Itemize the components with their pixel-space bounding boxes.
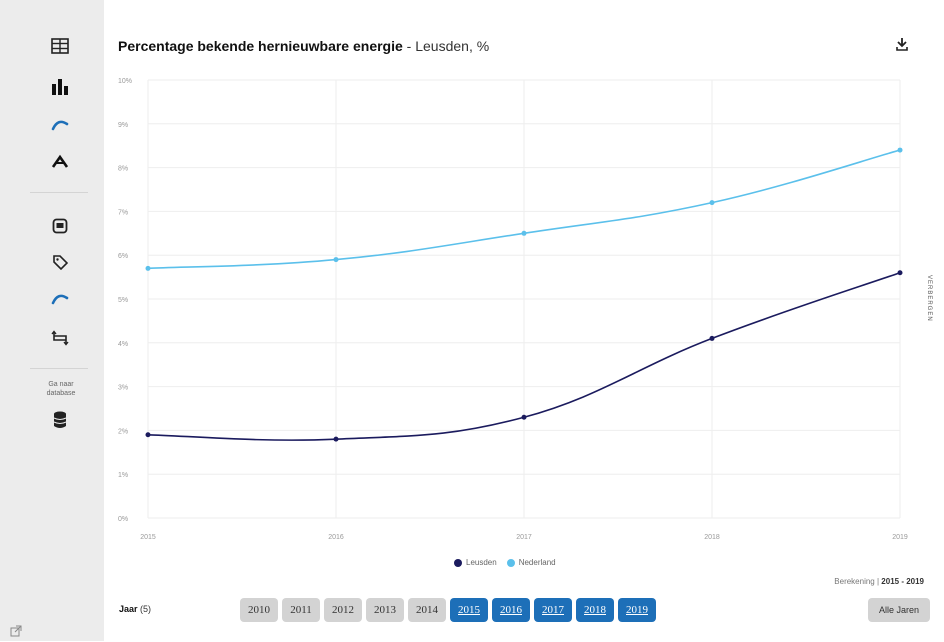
year-filter-label: Jaar (5) [119,604,151,614]
legend-label-nederland: Nederland [518,558,556,567]
y-tick-label: 1% [118,472,128,479]
y-tick-label: 7% [118,209,128,216]
curve-icon[interactable] [44,284,76,312]
y-tick-label: 0% [118,516,128,523]
range-value: 2015 - 2019 [881,577,924,586]
chart-panel: Percentage bekende hernieuwbare energie … [104,0,944,641]
embed-icon[interactable] [44,212,76,240]
year-button-2012[interactable]: 2012 [324,598,362,622]
data-point-leusden [145,432,151,438]
legend-item-nederland[interactable]: Nederland [506,558,556,567]
chart-subtitle: - Leusden, % [402,38,490,54]
bar-chart-icon[interactable] [44,72,76,100]
calculation-range: Berekening | 2015 - 2019 [834,577,924,586]
data-point-nederland [897,147,903,153]
x-tick-label: 2019 [892,534,908,541]
y-tick-label: 6% [118,253,128,260]
y-tick-label: 9% [118,122,128,129]
sidebar-divider [30,192,88,193]
y-tick-label: 5% [118,297,128,304]
data-point-nederland [521,230,527,236]
y-tick-label: 4% [118,341,128,348]
year-button-2019[interactable]: 2019 [618,598,656,622]
all-years-button[interactable]: Alle Jaren [868,598,930,622]
sidebar-divider [30,368,88,369]
legend-label-leusden: Leusden [466,558,497,567]
year-button-2015[interactable]: 2015 [450,598,488,622]
sidebar: Ga naar database [0,0,104,641]
year-label-text: Jaar [119,604,138,614]
range-label: Berekening [834,577,875,586]
database-icon[interactable] [44,406,76,434]
external-link-icon[interactable] [10,624,22,642]
line-chart-icon[interactable] [44,110,76,138]
legend-marker-nederland [506,558,515,567]
x-tick-label: 2016 [328,534,344,541]
chart-legend: Leusden Nederland [454,558,556,567]
data-point-leusden [897,270,903,276]
year-button-2018[interactable]: 2018 [576,598,614,622]
chart-title-row: Percentage bekende hernieuwbare energie … [118,38,489,54]
database-link-label[interactable]: Ga naar database [46,381,76,397]
x-tick-label: 2017 [516,534,532,541]
legend-item-leusden[interactable]: Leusden [454,558,497,567]
x-tick-label: 2015 [140,534,156,541]
area-chart-icon[interactable] [44,148,76,176]
year-button-2010[interactable]: 2010 [240,598,278,622]
table-icon[interactable] [44,32,76,60]
swap-icon[interactable] [44,324,76,352]
y-tick-label: 10% [118,78,132,85]
legend-marker-leusden [454,558,462,567]
year-buttons: 2010 2011 2012 2013 2014 2015 2016 2017 2018 2019 [240,598,656,622]
y-tick-label: 2% [118,428,128,435]
data-point-leusden [709,335,715,341]
y-tick-label: 3% [118,385,128,392]
tag-icon[interactable] [44,248,76,276]
download-icon[interactable] [895,36,909,57]
year-button-2011[interactable]: 2011 [282,598,320,622]
hide-panel-toggle[interactable]: VERBERGEN [926,275,932,322]
year-button-2016[interactable]: 2016 [492,598,530,622]
year-button-2017[interactable]: 2017 [534,598,572,622]
data-point-nederland [709,200,715,206]
x-tick-label: 2018 [704,534,720,541]
chart-title: Percentage bekende hernieuwbare energie [118,38,403,54]
data-point-nederland [145,265,151,271]
line-chart: 0% 1% 2% 3% 4% 5% 6% 7% 8% 9% 10% 2015 2016 2017 2018 2… [118,78,908,541]
year-button-2014[interactable]: 2014 [408,598,446,622]
y-tick-label: 8% [118,166,128,173]
data-point-nederland [333,257,339,263]
data-point-leusden [521,414,527,420]
year-count: (5) [140,604,152,614]
data-point-leusden [333,436,339,442]
year-button-2013[interactable]: 2013 [366,598,404,622]
